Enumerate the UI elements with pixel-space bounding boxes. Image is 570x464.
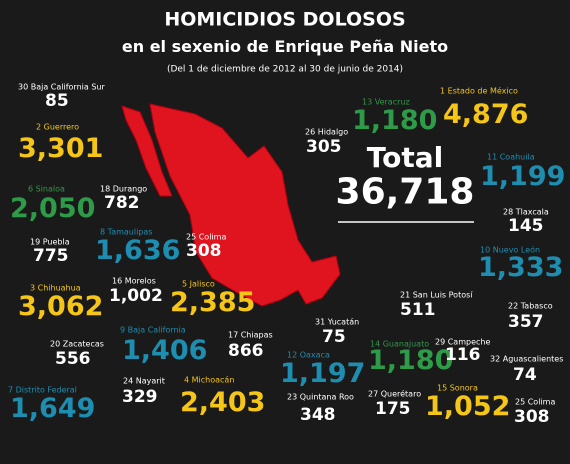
state-value: 1,180: [352, 105, 437, 136]
state-label: 30 Baja California Sur: [18, 83, 105, 92]
state-label: 28 Tlaxcala: [503, 208, 549, 217]
state-value: 116: [445, 345, 481, 365]
state-value: 175: [375, 399, 411, 419]
state-label: 11 Coahuila: [487, 153, 535, 162]
state-value: 85: [45, 91, 69, 111]
state-label: 23 Quintana Roo: [287, 393, 354, 402]
state-label: 24 Nayarit: [123, 377, 165, 386]
state-label: 20 Zacatecas: [50, 340, 104, 349]
state-value: 357: [508, 312, 544, 332]
mexico-map-mainland: [149, 103, 341, 307]
state-value: 74: [513, 365, 537, 385]
state-value: 1,636: [95, 235, 180, 266]
state-value: 348: [300, 405, 336, 425]
state-value: 2,385: [170, 287, 255, 318]
state-label: 17 Chiapas: [228, 331, 273, 340]
state-label: 29 Campeche: [435, 338, 490, 347]
state-value: 1,199: [480, 161, 565, 192]
state-value: 2,403: [180, 387, 265, 418]
state-value: 329: [122, 387, 158, 407]
state-label: 25 Colima: [186, 233, 226, 242]
state-label: 6 Sinaloa: [28, 185, 65, 194]
state-label: 2 Guerrero: [36, 123, 79, 132]
state-label: 15 Sonora: [437, 384, 478, 393]
state-label: 26 Hidalgo: [305, 128, 348, 137]
state-label: 13 Veracruz: [362, 98, 410, 107]
state-value: 4,876: [443, 99, 528, 130]
state-value: 75: [322, 327, 346, 347]
state-label: 14 Guanajuato: [370, 340, 429, 349]
state-value: 1,649: [10, 393, 95, 424]
state-value: 556: [55, 349, 91, 369]
state-label: 8 Tamaulipas: [100, 228, 152, 237]
state-value: 2,050: [10, 193, 95, 224]
state-value: 1,002: [109, 286, 163, 306]
state-label: 18 Durango: [100, 185, 147, 194]
state-label: 19 Puebla: [30, 238, 70, 247]
state-value: 305: [306, 137, 342, 157]
state-label: 31 Yucatán: [315, 318, 359, 327]
state-label: 22 Tabasco: [508, 302, 553, 311]
state-value: 782: [104, 193, 140, 213]
state-value: 1,333: [478, 252, 563, 283]
state-label: 9 Baja California: [120, 326, 186, 335]
state-label: 12 Oaxaca: [287, 351, 330, 360]
state-label: 32 Aguascalientes: [490, 355, 563, 364]
state-value: 866: [228, 341, 264, 361]
state-label: 5 Jalisco: [182, 280, 215, 289]
state-value: 1,406: [122, 335, 207, 366]
state-label: 1 Estado de México: [440, 86, 518, 96]
total-value: 36,718: [336, 172, 475, 213]
state-label: 21 San Luis Potosí: [400, 291, 473, 300]
state-value: 3,301: [18, 133, 103, 164]
state-value: 1,180: [368, 345, 453, 376]
state-label: 25 Colima: [515, 398, 555, 407]
total-label: Total: [367, 141, 444, 174]
state-value: 511: [400, 300, 436, 320]
state-label: 27 Querétaro: [368, 389, 421, 399]
state-value: 308: [186, 241, 222, 261]
state-value: 775: [33, 246, 69, 266]
state-value: 1,052: [425, 391, 510, 422]
state-label: 3 Chihuahua: [30, 284, 81, 293]
state-value: 145: [508, 216, 544, 236]
note: (Del 1 de diciembre de 2012 al 30 de jun…: [167, 65, 403, 75]
state-value: 3,062: [18, 291, 103, 322]
state-label: 7 Distrito Federal: [8, 386, 77, 395]
title: HOMICIDIOS DOLOSOS: [164, 9, 405, 31]
state-label: 10 Nuevo León: [480, 245, 540, 255]
subtitle: en el sexenio de Enrique Peña Nieto: [122, 37, 448, 56]
state-label: 16 Morelos: [112, 277, 156, 286]
state-value: 308: [514, 407, 550, 427]
state-value: 1,197: [280, 358, 365, 389]
mexico-map: [121, 105, 173, 197]
state-label: 4 Michoacán: [184, 376, 234, 385]
